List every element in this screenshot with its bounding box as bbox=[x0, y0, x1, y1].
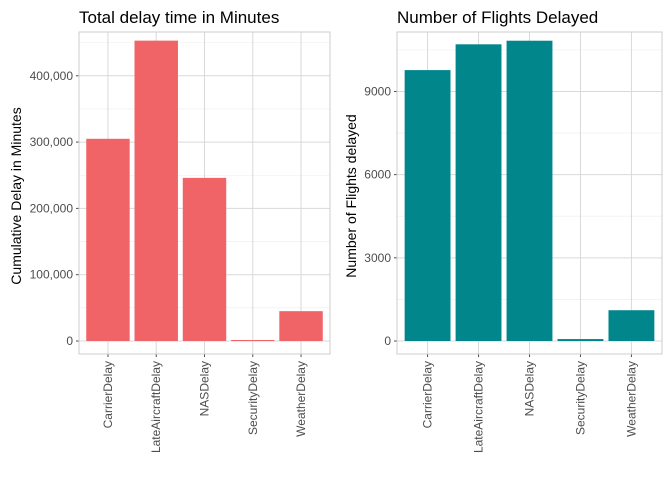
y-tick-label: 3000 bbox=[364, 251, 391, 265]
bar-WeatherDelay bbox=[608, 310, 655, 341]
bar-LateAircraftDelay bbox=[455, 44, 502, 342]
y-tick-label: 400,000 bbox=[30, 69, 74, 83]
x-tick-label: SecurityDelay bbox=[573, 361, 587, 435]
y-tick-label: 6000 bbox=[364, 168, 391, 182]
x-tick-label: CarrierDelay bbox=[101, 361, 115, 428]
x-tick-label: NASDelay bbox=[198, 361, 212, 416]
y-tick-label: 9000 bbox=[364, 84, 391, 98]
bar-WeatherDelay bbox=[279, 311, 323, 341]
x-tick-label: SecurityDelay bbox=[246, 361, 260, 435]
bar-SecurityDelay bbox=[557, 339, 604, 341]
x-tick-label: WeatherDelay bbox=[624, 361, 638, 437]
y-tick-label: 0 bbox=[384, 334, 391, 348]
chart-total-delay-minutes: Total delay time in Minutes Cumulative D… bbox=[8, 8, 331, 453]
chart-flights-delayed: Number of Flights Delayed Number of Flig… bbox=[343, 8, 663, 453]
x-tick-label: LateAircraftDelay bbox=[149, 361, 163, 453]
plot-panel-border bbox=[78, 31, 331, 355]
y-tick-label: 200,000 bbox=[30, 201, 74, 215]
y-tick-label: 300,000 bbox=[30, 135, 74, 149]
bar-LateAircraftDelay bbox=[134, 40, 178, 342]
plot-panel-border bbox=[396, 31, 663, 355]
y-axis-label: Number of Flights delayed bbox=[343, 114, 359, 277]
chart-title: Number of Flights Delayed bbox=[397, 8, 598, 27]
bar-NASDelay bbox=[506, 40, 553, 342]
bar-SecurityDelay bbox=[231, 340, 275, 341]
x-tick-label: LateAircraftDelay bbox=[472, 361, 486, 453]
y-tick-label: 100,000 bbox=[30, 268, 74, 282]
x-tick-label: CarrierDelay bbox=[421, 361, 435, 428]
chart-title: Total delay time in Minutes bbox=[79, 8, 279, 27]
bar-CarrierDelay bbox=[86, 138, 130, 341]
bar-CarrierDelay bbox=[404, 70, 451, 341]
bar-NASDelay bbox=[182, 177, 227, 341]
y-tick-label: 0 bbox=[66, 334, 73, 348]
y-axis-label: Cumulative Delay in Minutes bbox=[8, 107, 24, 284]
x-tick-label: WeatherDelay bbox=[294, 361, 308, 437]
x-tick-label: NASDelay bbox=[523, 361, 537, 416]
